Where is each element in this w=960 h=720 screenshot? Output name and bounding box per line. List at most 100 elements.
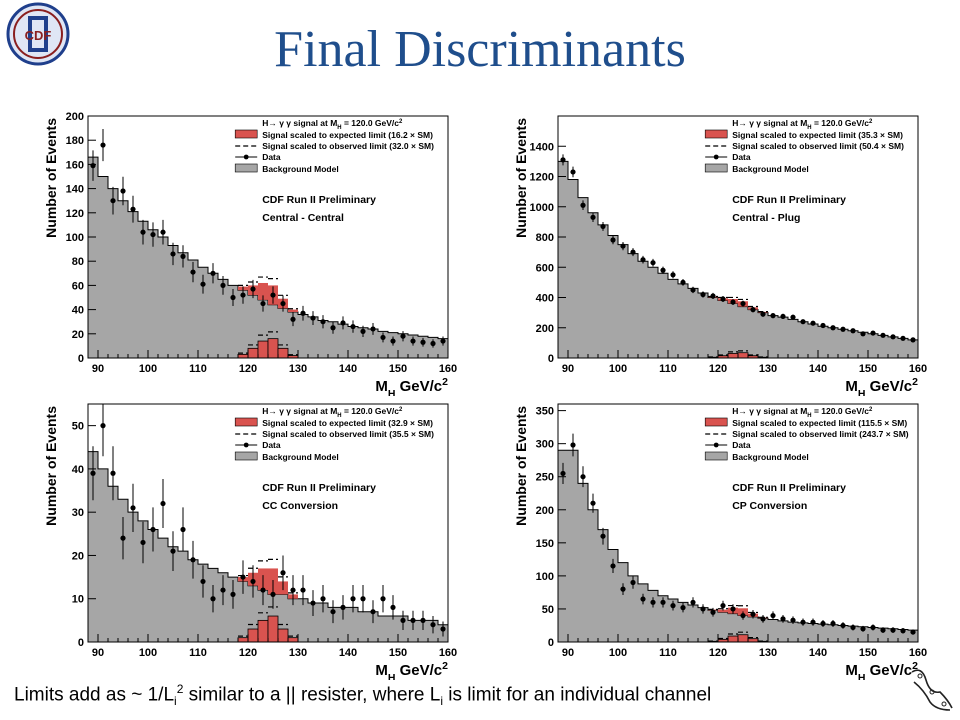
data-point [810, 320, 816, 326]
data-point [270, 591, 276, 597]
y-tick-label: 180 [66, 135, 84, 147]
data-point [400, 617, 406, 623]
data-point [650, 599, 656, 605]
data-point [880, 332, 886, 338]
x-tick-label: 100 [609, 647, 627, 659]
x-axis-label: MH GeV/c2 [845, 660, 918, 680]
data-point [290, 587, 296, 593]
data-point [870, 624, 876, 631]
x-tick-label: 90 [562, 363, 574, 375]
data-point [700, 291, 706, 298]
slide-caption: Limits add as ~ 1/Li2 similar to a || re… [14, 682, 712, 709]
x-tick-label: 100 [139, 363, 157, 375]
data-point [830, 620, 836, 627]
data-point [630, 249, 636, 255]
signal-bar [287, 637, 299, 643]
data-point [640, 596, 646, 602]
chart-cp-conversion: 0 50 100 150 200 250 300 350 90 100 110 120 130 140 15… [513, 403, 927, 680]
data-point [570, 169, 576, 175]
data-point [910, 337, 916, 343]
cdf-preliminary-label: CDF Run II Preliminary [732, 194, 846, 206]
data-point [860, 331, 866, 337]
x-tick-label: 120 [239, 647, 257, 659]
legend-observed: Signal scaled to observed limit (243.7 ×… [732, 429, 909, 439]
data-point [360, 328, 366, 334]
legend-data: Data [262, 440, 281, 450]
legend-expected-swatch [234, 129, 258, 139]
signal-bar [277, 347, 289, 359]
y-tick-label: 100 [536, 571, 554, 583]
chart-central-plug: 0 200 400 600 800 1000 1200 1400 90 100 110 120 130 1… [513, 115, 927, 396]
y-tick-label: 350 [536, 406, 554, 418]
data-point [210, 596, 216, 602]
data-point [750, 307, 756, 313]
legend-data-swatch-dot [713, 154, 719, 160]
data-point [760, 616, 766, 622]
y-tick-label: 20 [72, 329, 84, 341]
x-tick-label: 110 [189, 363, 207, 375]
x-tick-label: 130 [289, 363, 307, 375]
data-point [330, 325, 336, 331]
cdf-preliminary-label: CDF Run II Preliminary [732, 482, 846, 494]
legend-expected-swatch [234, 417, 258, 427]
data-point [610, 563, 616, 569]
y-axis-label: Number of Events [513, 406, 529, 526]
data-point [830, 325, 836, 331]
data-point [810, 619, 816, 625]
data-point [90, 163, 96, 169]
data-point [720, 603, 726, 609]
data-point [380, 334, 386, 341]
data-point [290, 316, 296, 322]
y-tick-label: 300 [536, 439, 554, 451]
x-tick-label: 90 [92, 647, 104, 659]
data-point [430, 340, 436, 347]
channel-label: Central - Central [262, 212, 344, 224]
y-tick-label: 600 [536, 262, 554, 274]
legend-observed: Signal scaled to observed limit (35.5 × … [262, 429, 434, 439]
x-tick-label: 90 [562, 647, 574, 659]
data-point [120, 188, 126, 194]
background-model-histogram [87, 451, 449, 643]
data-point [130, 206, 136, 212]
data-point [570, 442, 576, 448]
data-point [160, 229, 166, 235]
data-point [710, 293, 716, 299]
data-point [850, 328, 856, 334]
data-point [90, 470, 96, 476]
y-tick-label: 20 [72, 550, 84, 562]
data-point [140, 229, 146, 235]
signal-bar [727, 635, 739, 643]
data-point [720, 296, 726, 302]
y-tick-label: 50 [542, 604, 554, 616]
chart-panel-cp-conversion: 0 50 100 150 200 250 300 350 90 100 110 120 130 140 15… [510, 396, 930, 680]
data-point [100, 423, 106, 429]
legend-data: Data [262, 152, 281, 162]
data-point [190, 269, 196, 275]
slide-title: Final Discriminants [274, 21, 686, 78]
data-point [340, 320, 346, 326]
data-point [340, 604, 346, 610]
data-point [890, 334, 896, 340]
background-model-histogram [557, 160, 919, 359]
legend-observed: Signal scaled to observed limit (50.4 × … [732, 141, 904, 151]
data-point [320, 319, 326, 325]
data-point [240, 292, 246, 298]
data-point [590, 214, 596, 220]
data-point [110, 470, 116, 476]
x-tick-label: 120 [709, 647, 727, 659]
data-point [250, 578, 256, 585]
data-point [600, 533, 606, 539]
data-point [740, 300, 746, 307]
x-tick-label: 130 [759, 363, 777, 375]
legend-background-swatch [704, 163, 728, 173]
y-axis-label: Number of Events [43, 118, 59, 238]
svg-text:CDF: CDF [25, 28, 52, 43]
signal-stacked-bar [288, 309, 298, 313]
x-tick-label: 130 [759, 647, 777, 659]
y-tick-label: 100 [66, 232, 84, 244]
y-axis-label: Number of Events [43, 406, 59, 526]
data-point [330, 609, 336, 615]
signal-stacked-bar [258, 282, 268, 300]
y-tick-label: 40 [72, 305, 84, 317]
data-point [620, 243, 626, 249]
